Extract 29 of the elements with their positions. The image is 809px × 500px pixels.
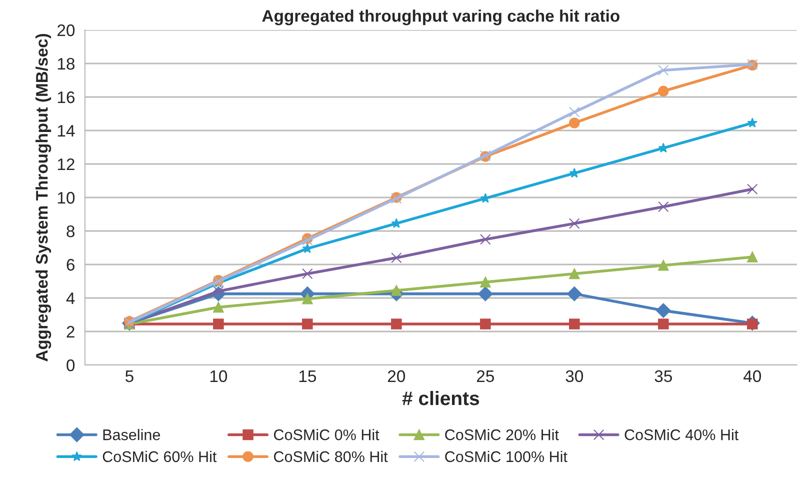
x-tick-label: 10 xyxy=(210,370,228,382)
legend-label: CoSMiC 80% Hit xyxy=(274,450,388,462)
y-tick-label: 8 xyxy=(66,225,74,238)
legend-label: CoSMiC 100% Hit xyxy=(445,450,568,462)
x-axis-title: # clients xyxy=(402,390,480,406)
x-tick-label: 35 xyxy=(654,370,672,382)
x-tick-label: 40 xyxy=(743,370,761,382)
x-tick-label: 25 xyxy=(476,370,494,382)
y-tick-label: 10 xyxy=(58,192,75,204)
y-tick-label: 4 xyxy=(66,292,75,304)
y-tick-label: 2 xyxy=(66,326,74,338)
y-tick-label: 12 xyxy=(58,158,74,170)
y-tick-label: 20 xyxy=(58,24,75,36)
legend-label: CoSMiC 40% Hit xyxy=(624,429,738,440)
x-tick-label: 15 xyxy=(299,370,316,382)
y-tick-label: 16 xyxy=(58,91,74,104)
chart-title: Aggregated throughput varing cache hit ratio xyxy=(262,10,620,26)
legend-label: CoSMiC 60% Hit xyxy=(102,450,217,462)
y-tick-label: 0 xyxy=(66,359,75,372)
x-tick-label: 5 xyxy=(125,370,134,382)
y-tick-label: 18 xyxy=(58,58,74,70)
legend-label: CoSMiC 0% Hit xyxy=(274,429,380,440)
y-tick-label: 14 xyxy=(58,125,75,137)
legend-label: CoSMiC 20% Hit xyxy=(445,429,559,440)
y-tick-label: 6 xyxy=(66,258,74,271)
x-tick-label: 20 xyxy=(388,370,406,382)
x-tick-label: 30 xyxy=(566,370,584,382)
y-axis-title: Aggregated System Throughput (MB/sec) xyxy=(36,34,52,362)
legend-label: Baseline xyxy=(103,429,160,440)
